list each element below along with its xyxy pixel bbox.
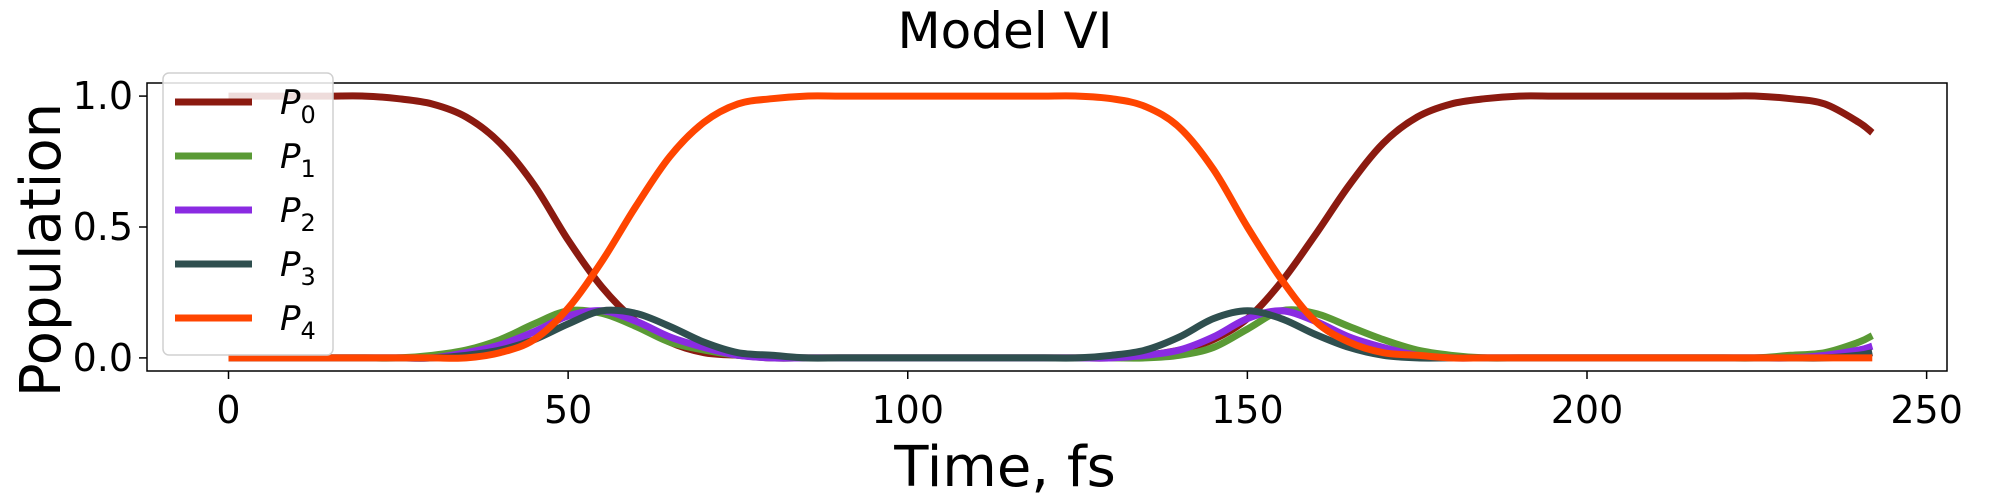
y-tick-label: 1.0 <box>73 74 133 118</box>
plot-frame <box>146 82 1948 372</box>
series-line-p0 <box>228 92 1875 362</box>
x-tick-label: 100 <box>871 388 944 432</box>
chart-title: Model VI <box>898 2 1113 60</box>
y-tick-label: 0.0 <box>73 336 133 380</box>
series-line-p4 <box>228 92 1873 362</box>
series-layer <box>228 92 1875 362</box>
legend-label-p0: P0 <box>280 83 316 129</box>
x-tick-label: 150 <box>1211 388 1284 432</box>
y-tick-label: 0.5 <box>73 205 133 249</box>
x-axis-label: Time, fs <box>893 435 1116 500</box>
legend-label-p3: P3 <box>280 245 316 291</box>
y-axis-label: Population <box>9 103 74 397</box>
x-tick-label: 50 <box>544 388 592 432</box>
x-tick-label: 250 <box>1890 388 1963 432</box>
y-axis-ticks: 0.0 0.5 1.0 <box>73 74 147 380</box>
x-tick-label: 200 <box>1551 388 1624 432</box>
legend-box <box>162 72 334 356</box>
x-tick-label: 0 <box>216 388 240 432</box>
x-axis-ticks: 0 50 100 150 200 250 <box>216 371 1963 432</box>
series-line-p3 <box>228 306 1874 362</box>
plot-area: 0 50 100 150 200 250 0.0 0.5 1.0 <box>73 74 1963 432</box>
